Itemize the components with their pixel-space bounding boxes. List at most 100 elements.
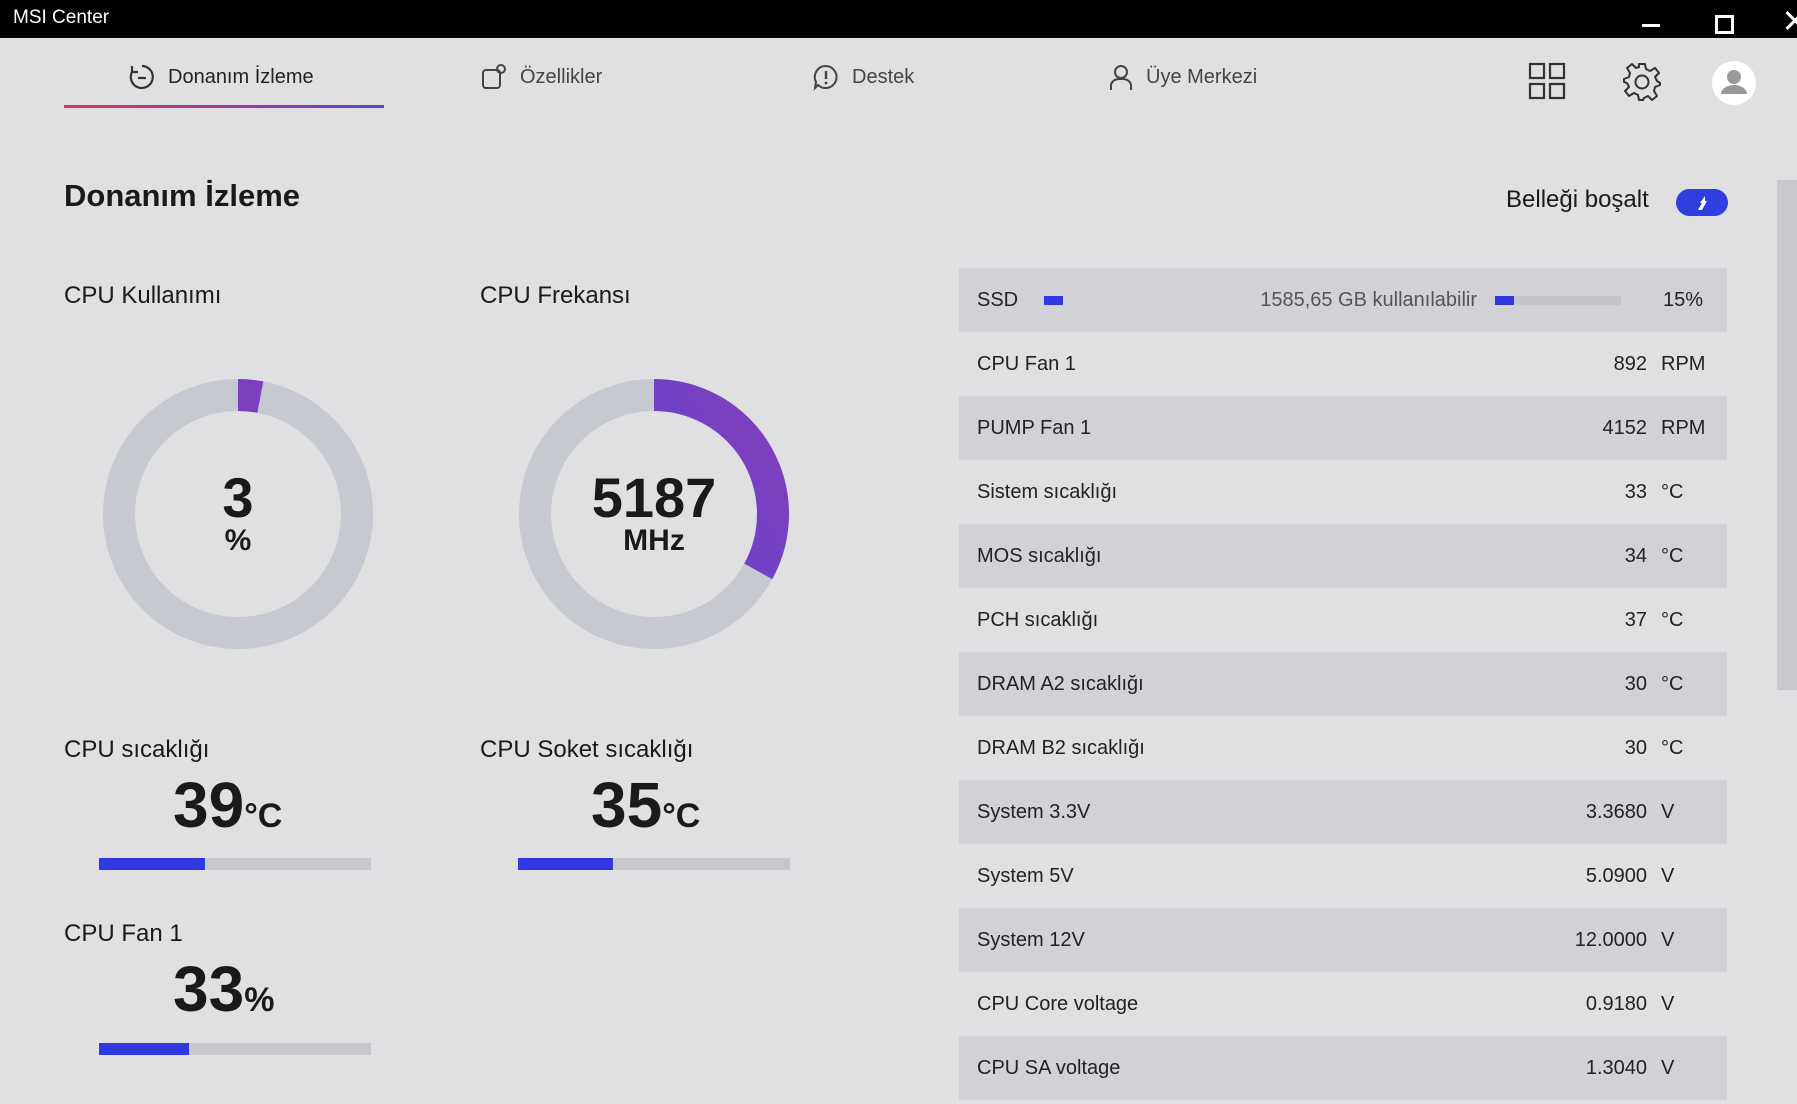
sensor-unit: RPM — [1661, 352, 1706, 375]
tab-label: Destek — [852, 65, 915, 88]
release-memory-label: Belleği boşalt — [1506, 186, 1649, 213]
sensor-value: 3.3680 — [1585, 800, 1647, 823]
member-icon — [1110, 65, 1132, 90]
gear-icon — [1623, 63, 1661, 101]
sensor-unit: °C — [1661, 480, 1684, 503]
ssd-name-cell: SSD — [959, 288, 1064, 312]
cpu-usage-label: CPU Kullanımı — [64, 282, 222, 309]
sensor-name: System 5V — [977, 864, 1074, 887]
sensor-name: System 12V — [977, 928, 1085, 951]
sensor-value: 892 — [1613, 352, 1647, 375]
features-icon — [482, 64, 506, 89]
ssd-usage-bar — [1495, 295, 1621, 305]
sensor-name: CPU Core voltage — [977, 992, 1139, 1015]
cpu-fan-unit: % — [244, 981, 275, 1019]
tab-label: Üye Merkezi — [1146, 65, 1258, 88]
maximize-button[interactable] — [1708, 6, 1738, 34]
cpu-socket-temp-unit: °C — [662, 797, 701, 835]
sensor-row: System 12V 12.0000 V — [959, 908, 1727, 972]
cpu-frequency-arc — [519, 379, 789, 649]
sensor-value: 0.9180 — [1585, 992, 1647, 1015]
sensor-value: 37 — [1624, 608, 1647, 631]
tab-hardware-monitor[interactable]: Donanım İzleme — [128, 54, 314, 100]
user-avatar[interactable] — [1712, 61, 1756, 110]
cpu-temp-label: CPU sıcaklığı — [64, 736, 210, 763]
sensor-name: PCH sıcaklığı — [977, 608, 1099, 631]
minimize-button[interactable] — [1638, 6, 1668, 34]
ssd-percent: 15% — [1662, 288, 1703, 311]
cpu-temp-bar-fill — [99, 858, 206, 870]
tab-features[interactable]: Özellikler — [480, 54, 602, 100]
cpu-usage-ring — [103, 379, 373, 649]
cpu-frequency-value: 5187 — [591, 466, 717, 529]
cpu-temp-bar — [99, 858, 371, 870]
sensor-row: PCH sıcaklığı 37 °C — [959, 588, 1727, 652]
cpu-frequency-unit: MHz — [623, 524, 685, 557]
sensor-unit: °C — [1661, 544, 1684, 567]
sensor-unit: °C — [1661, 736, 1684, 759]
close-button[interactable] — [1775, 6, 1797, 34]
sensor-unit: °C — [1661, 608, 1684, 631]
sensor-unit: V — [1661, 1056, 1675, 1079]
sensor-unit: RPM — [1661, 416, 1706, 439]
sensor-unit: V — [1661, 864, 1675, 887]
tab-member-center[interactable]: Üye Merkezi — [1108, 54, 1257, 100]
sensor-row: Sistem sıcaklığı 33 °C — [959, 460, 1727, 524]
sensor-name: PUMP Fan 1 — [977, 416, 1092, 439]
cpu-socket-temp-reading: 35°C — [591, 768, 700, 842]
cpu-frequency-label: CPU Frekansı — [480, 282, 631, 309]
hardware-monitor-icon — [129, 64, 154, 90]
sensor-row: CPU Fan 1 892 RPM — [959, 332, 1727, 396]
cpu-temp-reading: 39°C — [173, 768, 282, 842]
sensor-value: 4152 — [1602, 416, 1648, 439]
cpu-fan-bar — [99, 1043, 371, 1055]
cpu-socket-temp-bar-fill — [518, 858, 614, 870]
tab-label: Özellikler — [520, 65, 603, 88]
scrollbar-thumb[interactable] — [1777, 180, 1797, 690]
sensor-name: System 3.3V — [977, 800, 1091, 823]
ssd-color-swatch — [1044, 295, 1064, 305]
sensor-row: CPU SA voltage 1.3040 V — [959, 1036, 1727, 1100]
sensor-unit: V — [1661, 800, 1675, 823]
cpu-frequency-ring — [519, 379, 789, 649]
sensor-name: DRAM B2 sıcaklığı — [977, 736, 1145, 759]
tab-label: Donanım İzleme — [168, 65, 314, 88]
cpu-fan-bar-fill — [99, 1043, 189, 1055]
sensor-name: MOS sıcaklığı — [977, 544, 1102, 567]
sensor-row: CPU Core voltage 0.9180 V — [959, 972, 1727, 1036]
sensor-name: DRAM A2 sıcaklığı — [977, 672, 1144, 695]
layout-grid-button[interactable] — [1528, 62, 1566, 105]
active-tab-indicator — [64, 105, 384, 108]
sensor-row: DRAM A2 sıcaklığı 30 °C — [959, 652, 1727, 716]
ssd-row: SSD 1585,65 GB kullanılabilir 15% — [959, 268, 1727, 332]
sensor-row: PUMP Fan 1 4152 RPM — [959, 396, 1727, 460]
sensor-row: DRAM B2 sıcaklığı 30 °C — [959, 716, 1727, 780]
ssd-label: SSD — [977, 288, 1019, 311]
sensor-value: 30 — [1624, 736, 1647, 759]
sensor-name: CPU SA voltage — [977, 1056, 1121, 1079]
cpu-fan-reading: 33% — [173, 952, 274, 1026]
cpu-temp-unit: °C — [244, 797, 283, 835]
cpu-socket-temp-label: CPU Soket sıcaklığı — [480, 736, 694, 763]
sensor-name: CPU Fan 1 — [977, 352, 1076, 375]
ssd-free-space: 1585,65 GB kullanılabilir — [1260, 288, 1477, 311]
cpu-usage-unit: % — [224, 524, 252, 557]
sensor-value: 12.0000 — [1574, 928, 1647, 951]
cpu-frequency-gauge: 5187 MHz — [519, 379, 789, 649]
cpu-fan-label: CPU Fan 1 — [64, 920, 183, 947]
sensor-value: 34 — [1624, 544, 1647, 567]
cpu-usage-value: 3 — [222, 466, 254, 529]
sensor-name: Sistem sıcaklığı — [977, 480, 1118, 503]
cpu-usage-gauge: 3 % — [103, 379, 373, 649]
ssd-usage-fill — [1495, 295, 1514, 305]
avatar-icon — [1712, 61, 1756, 105]
sensor-row: MOS sıcaklığı 34 °C — [959, 524, 1727, 588]
tab-support[interactable]: Destek — [812, 54, 914, 100]
sensor-unit: V — [1661, 992, 1675, 1015]
title-bar: MSI Center — [0, 0, 1797, 38]
settings-button[interactable] — [1622, 62, 1662, 107]
support-icon — [813, 64, 838, 91]
release-memory-button[interactable] — [1676, 189, 1728, 216]
app-title: MSI Center — [13, 7, 110, 28]
sensor-value: 30 — [1624, 672, 1647, 695]
